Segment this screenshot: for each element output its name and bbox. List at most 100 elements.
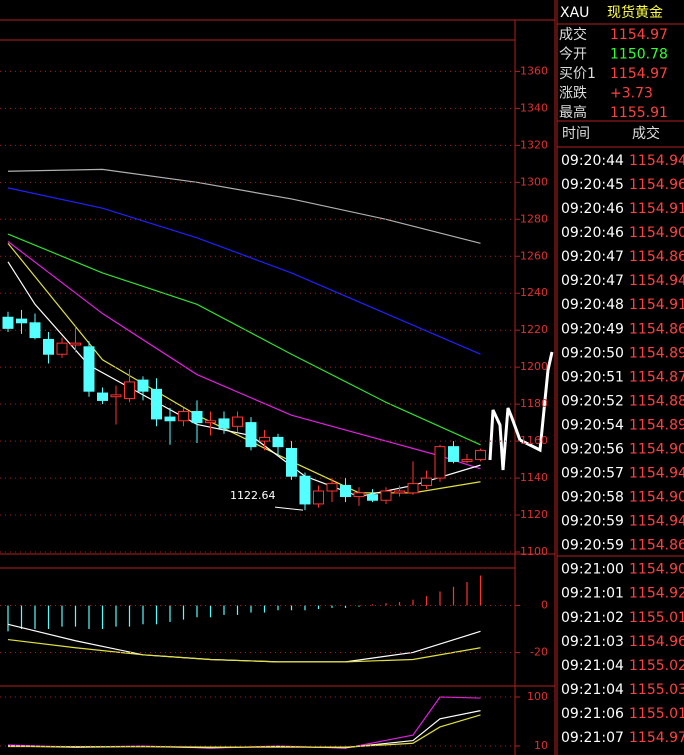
column-header: 成交 bbox=[632, 125, 660, 142]
trade-time: 09:21:01 bbox=[561, 586, 624, 602]
y-tick-label: 1200 bbox=[520, 360, 548, 373]
annotation: 1122.64 bbox=[230, 489, 276, 502]
trade-time: 09:21:04 bbox=[561, 658, 624, 674]
candle-body bbox=[286, 447, 297, 477]
trade-time: 09:21:02 bbox=[561, 610, 624, 626]
candle-body bbox=[110, 394, 122, 398]
candle-body bbox=[164, 416, 176, 422]
quote-label: 成交 bbox=[559, 26, 587, 43]
quote-value: 1155.91 bbox=[610, 105, 668, 121]
trade-price: 1154.86 bbox=[629, 249, 684, 265]
trade-price: 1154.97 bbox=[629, 730, 684, 746]
quote-value: 1150.78 bbox=[610, 47, 668, 63]
trade-price: 1154.96 bbox=[629, 177, 684, 193]
y-tick-label: 1120 bbox=[520, 508, 548, 521]
trade-price: 1154.90 bbox=[629, 225, 684, 241]
y-tick-label: 1220 bbox=[520, 323, 548, 336]
trade-price: 1154.86 bbox=[629, 538, 684, 554]
candle-body bbox=[259, 436, 270, 442]
trade-time: 09:20:47 bbox=[561, 249, 624, 265]
trade-price: 1154.89 bbox=[629, 345, 684, 361]
y-tick-label: -20 bbox=[530, 645, 548, 658]
candle-body bbox=[97, 392, 108, 401]
quote-value: 1154.97 bbox=[610, 66, 668, 82]
y-tick-label: 1340 bbox=[520, 101, 548, 114]
quote-value: +3.73 bbox=[610, 86, 653, 102]
trade-price: 1154.90 bbox=[629, 562, 684, 578]
candle-body bbox=[2, 316, 14, 329]
y-tick-label: 100 bbox=[527, 690, 548, 703]
symbol: XAU bbox=[560, 5, 589, 21]
trade-time: 09:20:57 bbox=[561, 466, 624, 482]
column-header: 时间 bbox=[562, 126, 590, 142]
trade-price: 1155.03 bbox=[629, 682, 684, 698]
candle-body bbox=[83, 346, 95, 392]
trade-price: 1154.88 bbox=[629, 393, 684, 409]
y-tick-label: 1180 bbox=[520, 397, 548, 410]
trade-price: 1155.01 bbox=[629, 610, 684, 626]
candle-body bbox=[461, 459, 473, 462]
trade-time: 09:21:00 bbox=[561, 562, 624, 578]
trade-price: 1155.02 bbox=[629, 658, 684, 674]
y-tick-label: 1360 bbox=[520, 64, 548, 77]
candle-body bbox=[475, 449, 486, 461]
y-tick-label: 1240 bbox=[520, 286, 548, 299]
candle-body bbox=[421, 477, 432, 486]
candle-body bbox=[16, 318, 27, 324]
candle-body bbox=[218, 418, 230, 429]
candle-body bbox=[326, 483, 338, 492]
y-tick-label: 1280 bbox=[520, 212, 548, 225]
quote-label: 最高 bbox=[559, 104, 587, 121]
indicator-line bbox=[8, 714, 481, 748]
trade-price: 1154.87 bbox=[629, 369, 684, 385]
y-tick-label: 1320 bbox=[520, 138, 548, 151]
candle-body bbox=[29, 322, 41, 339]
candle-body bbox=[205, 420, 216, 424]
trade-time: 09:20:59 bbox=[561, 514, 624, 530]
candle-body bbox=[272, 436, 284, 448]
trade-time: 09:20:51 bbox=[561, 369, 624, 385]
candle-body bbox=[245, 422, 257, 448]
trade-time: 09:20:46 bbox=[561, 225, 624, 241]
candle-body bbox=[353, 492, 365, 498]
trade-time: 09:20:54 bbox=[561, 417, 624, 433]
y-tick-label: 1100 bbox=[520, 545, 548, 558]
trade-time: 09:20:49 bbox=[561, 321, 624, 337]
trade-time: 09:20:50 bbox=[561, 345, 624, 361]
indicator-line bbox=[7, 638, 481, 663]
annotation-leader bbox=[274, 506, 304, 511]
trade-time: 09:21:06 bbox=[561, 706, 624, 722]
trade-time: 09:21:04 bbox=[561, 682, 624, 698]
candle-body bbox=[43, 338, 54, 355]
trade-price: 1154.86 bbox=[629, 321, 684, 337]
candle-body bbox=[313, 490, 324, 505]
trade-price: 1154.94 bbox=[629, 514, 684, 530]
candle-body bbox=[407, 483, 419, 494]
trade-price: 1154.89 bbox=[629, 417, 684, 433]
trade-price: 1154.91 bbox=[629, 201, 684, 217]
trade-time: 09:20:45 bbox=[561, 177, 624, 193]
candle-body bbox=[434, 446, 446, 479]
trade-time: 09:20:47 bbox=[561, 273, 624, 289]
y-tick-label: 1160 bbox=[520, 434, 548, 447]
quote-label: 今开 bbox=[559, 47, 587, 63]
trade-price: 1154.91 bbox=[629, 297, 684, 313]
trade-time: 09:20:44 bbox=[561, 153, 624, 169]
trade-time: 09:21:03 bbox=[561, 634, 624, 650]
trade-time: 09:20:59 bbox=[561, 538, 624, 554]
trade-price: 1154.94 bbox=[629, 153, 684, 169]
candle-body bbox=[151, 388, 162, 420]
instrument-name: 现货黄金 bbox=[607, 4, 663, 21]
trade-price: 1154.96 bbox=[629, 634, 684, 650]
indicator-line bbox=[7, 187, 481, 355]
candle-body bbox=[56, 342, 68, 355]
y-tick-label: 0 bbox=[541, 599, 548, 612]
quote-value: 1154.97 bbox=[610, 27, 668, 43]
quote-label: 涨跌 bbox=[559, 86, 587, 102]
y-tick-label: 1260 bbox=[520, 249, 548, 262]
trade-price: 1154.90 bbox=[629, 441, 684, 457]
quote-label: 买价1 bbox=[559, 66, 596, 82]
indicator-line bbox=[7, 233, 481, 446]
